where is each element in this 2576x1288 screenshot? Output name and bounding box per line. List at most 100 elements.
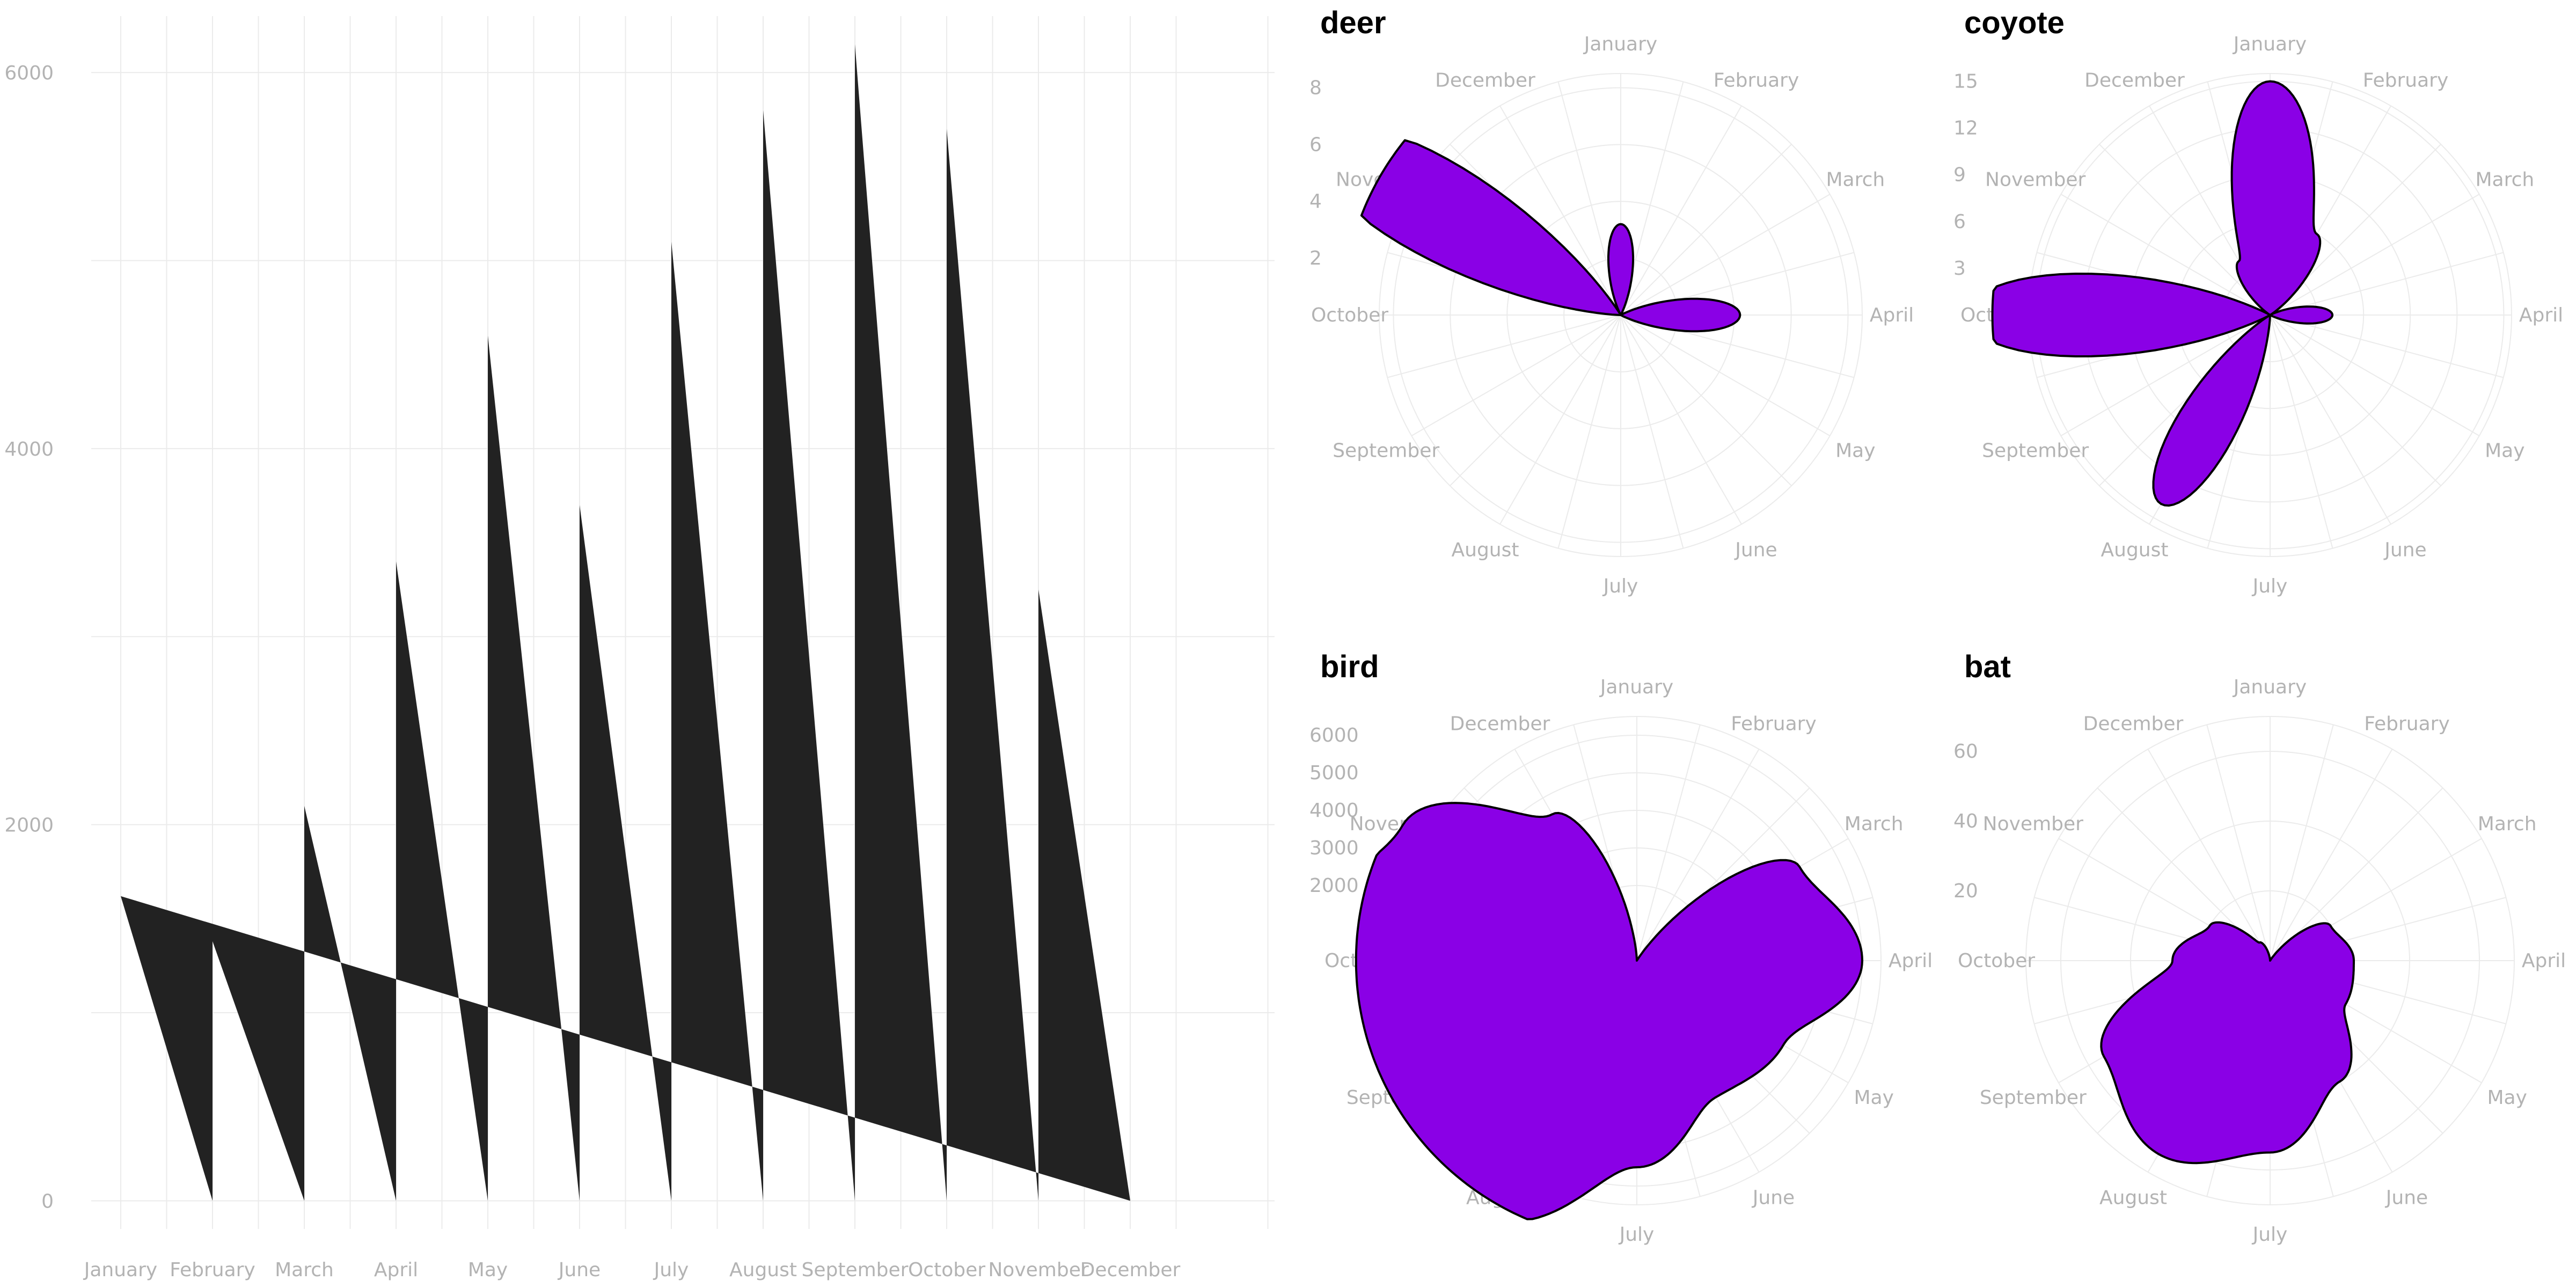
y-tick-label: 0 <box>41 1190 54 1212</box>
bird-r-tick-label: 3000 <box>1309 837 1359 859</box>
x-tick-label-september: September <box>802 1259 909 1281</box>
coyote-r-tick-label: 15 <box>1953 71 1978 93</box>
bat-angle-label-july: July <box>2252 1224 2288 1246</box>
angular-gridline <box>2147 749 2271 961</box>
bat-r-tick-label: 40 <box>1953 810 1978 832</box>
angular-gridline <box>1636 749 1760 961</box>
bat-angle-label-february: February <box>2364 713 2450 735</box>
angular-gridline <box>1499 314 1621 525</box>
x-tick-label-march: March <box>275 1259 334 1281</box>
bird-r-tick-label: 2000 <box>1309 875 1359 897</box>
x-tick-label-october: October <box>908 1259 985 1281</box>
coyote-angle-label-january: January <box>2233 33 2307 55</box>
deer-polar-chart: 2 4 6 8 January February March April May June July… <box>1309 5 1914 597</box>
angular-gridline <box>1411 314 1621 436</box>
area-series <box>121 44 1130 1201</box>
angular-gridline <box>2270 787 2443 961</box>
bat-r-tick-label: 60 <box>1953 741 1978 763</box>
coyote-angle-label-may: May <box>2485 440 2524 462</box>
main-chart: 0 2000 4000 6000 January February March April Ma… <box>4 16 1275 1281</box>
x-tick-label-november: November <box>988 1259 1088 1281</box>
coyote-angle-label-august: August <box>2101 539 2169 561</box>
coyote-r-tick-label: 12 <box>1953 118 1978 140</box>
bird-panel-title: bird <box>1320 649 1379 684</box>
angular-gridline <box>1636 724 1701 961</box>
bat-polar-chart: 20 40 60 January February March April May June Ju… <box>1953 649 2566 1246</box>
bird-angle-label-january: January <box>1599 676 1673 698</box>
angular-gridline <box>2099 144 2271 316</box>
deer-angle-label-september: September <box>1333 440 1439 462</box>
bird-polar-panel: 2000 3000 4000 5000 6000 January February March… <box>1288 644 1932 1288</box>
deer-angle-label-february: February <box>1714 70 1799 92</box>
coyote-angle-label-july: July <box>2252 575 2288 597</box>
coyote-angle-label-june: June <box>2383 539 2426 561</box>
bird-rose-area <box>1355 802 1863 1220</box>
deer-panel-title: deer <box>1320 5 1386 40</box>
bird-angle-label-june: June <box>1752 1187 1795 1209</box>
angular-gridline <box>1387 314 1621 378</box>
coyote-r-tick-label: 3 <box>1953 258 1966 280</box>
coyote-r-tick-label: 9 <box>1953 164 1966 186</box>
angular-gridline <box>2270 194 2480 316</box>
coyote-r-tick-label: 6 <box>1953 211 1966 233</box>
angular-gridline <box>1450 314 1621 486</box>
bird-r-tick-label: 4000 <box>1309 800 1359 822</box>
bat-angle-label-october: October <box>1958 950 2035 972</box>
angular-gridline <box>2270 314 2441 486</box>
bat-angle-label-april: April <box>2522 950 2566 972</box>
coyote-angle-label-march: March <box>2475 169 2534 191</box>
y-tick-label: 4000 <box>4 438 54 460</box>
bird-angle-label-february: February <box>1731 713 1817 735</box>
bat-angle-label-november: November <box>1983 813 2083 835</box>
deer-angle-label-april: April <box>1870 304 1914 326</box>
bat-angle-label-august: August <box>2099 1187 2167 1209</box>
angular-gridline <box>2060 194 2271 316</box>
x-tick-label-february: February <box>170 1259 255 1281</box>
angular-gridline <box>1620 314 1684 548</box>
bird-angle-label-march: March <box>1845 813 1904 835</box>
coyote-rose-area <box>1991 80 2334 507</box>
deer-angle-label-august: August <box>1452 539 1519 561</box>
coyote-angle-label-september: September <box>1982 440 2089 462</box>
deer-angle-label-may: May <box>1835 440 1875 462</box>
bird-angle-label-december: December <box>1450 713 1550 735</box>
angular-gridline <box>1557 314 1621 548</box>
bat-angle-label-september: September <box>1980 1087 2087 1109</box>
bat-polar-panel: 20 40 60 January February March April May June Ju… <box>1932 644 2576 1288</box>
angular-gridline <box>1620 105 1742 316</box>
x-tick-label-july: July <box>653 1259 689 1281</box>
deer-r-tick-label: 4 <box>1309 191 1322 213</box>
bird-angle-label-july: July <box>1619 1224 1655 1246</box>
bat-angle-label-december: December <box>2083 713 2184 735</box>
bird-angle-label-april: April <box>1889 950 1932 972</box>
coyote-angle-label-november: November <box>1985 169 2085 191</box>
coyote-angle-label-december: December <box>2084 70 2185 92</box>
deer-r-tick-label: 8 <box>1309 77 1322 99</box>
angular-gridline <box>1499 105 1621 316</box>
bat-angle-label-june: June <box>2385 1187 2428 1209</box>
coyote-polar-chart: 3 6 9 12 15 January February March April May June J… <box>1953 5 2563 597</box>
bird-r-tick-label: 6000 <box>1309 724 1359 747</box>
angular-gridline <box>2270 252 2504 316</box>
coyote-panel-title: coyote <box>1964 5 2065 40</box>
x-tick-label-april: April <box>374 1259 418 1281</box>
y-tick-label: 6000 <box>4 62 54 84</box>
coyote-angle-label-february: February <box>2363 70 2449 92</box>
x-tick-label-december: December <box>1080 1259 1181 1281</box>
deer-polar-panel: 2 4 6 8 January February March April May June July… <box>1288 0 1932 644</box>
area-fill <box>121 44 1130 1201</box>
angular-gridline <box>1620 194 1831 316</box>
deer-rose-area <box>1360 139 1741 333</box>
angular-gridline <box>2270 314 2391 525</box>
bat-rose-area <box>2100 921 2355 1165</box>
angular-gridline <box>2060 314 2271 436</box>
main-area-chart: 0 2000 4000 6000 January February March April Ma… <box>4 16 1275 1281</box>
angular-gridline <box>2270 749 2393 961</box>
deer-angle-label-december: December <box>1435 70 1535 92</box>
bird-polar-chart: 2000 3000 4000 5000 6000 January February March… <box>1309 649 1932 1246</box>
bat-angle-label-may: May <box>2487 1087 2527 1109</box>
deer-angle-label-july: July <box>1602 575 1638 597</box>
deer-angle-label-october: October <box>1311 304 1388 326</box>
x-tick-label-june: June <box>558 1259 601 1281</box>
bat-r-tick-label: 20 <box>1953 880 1978 902</box>
